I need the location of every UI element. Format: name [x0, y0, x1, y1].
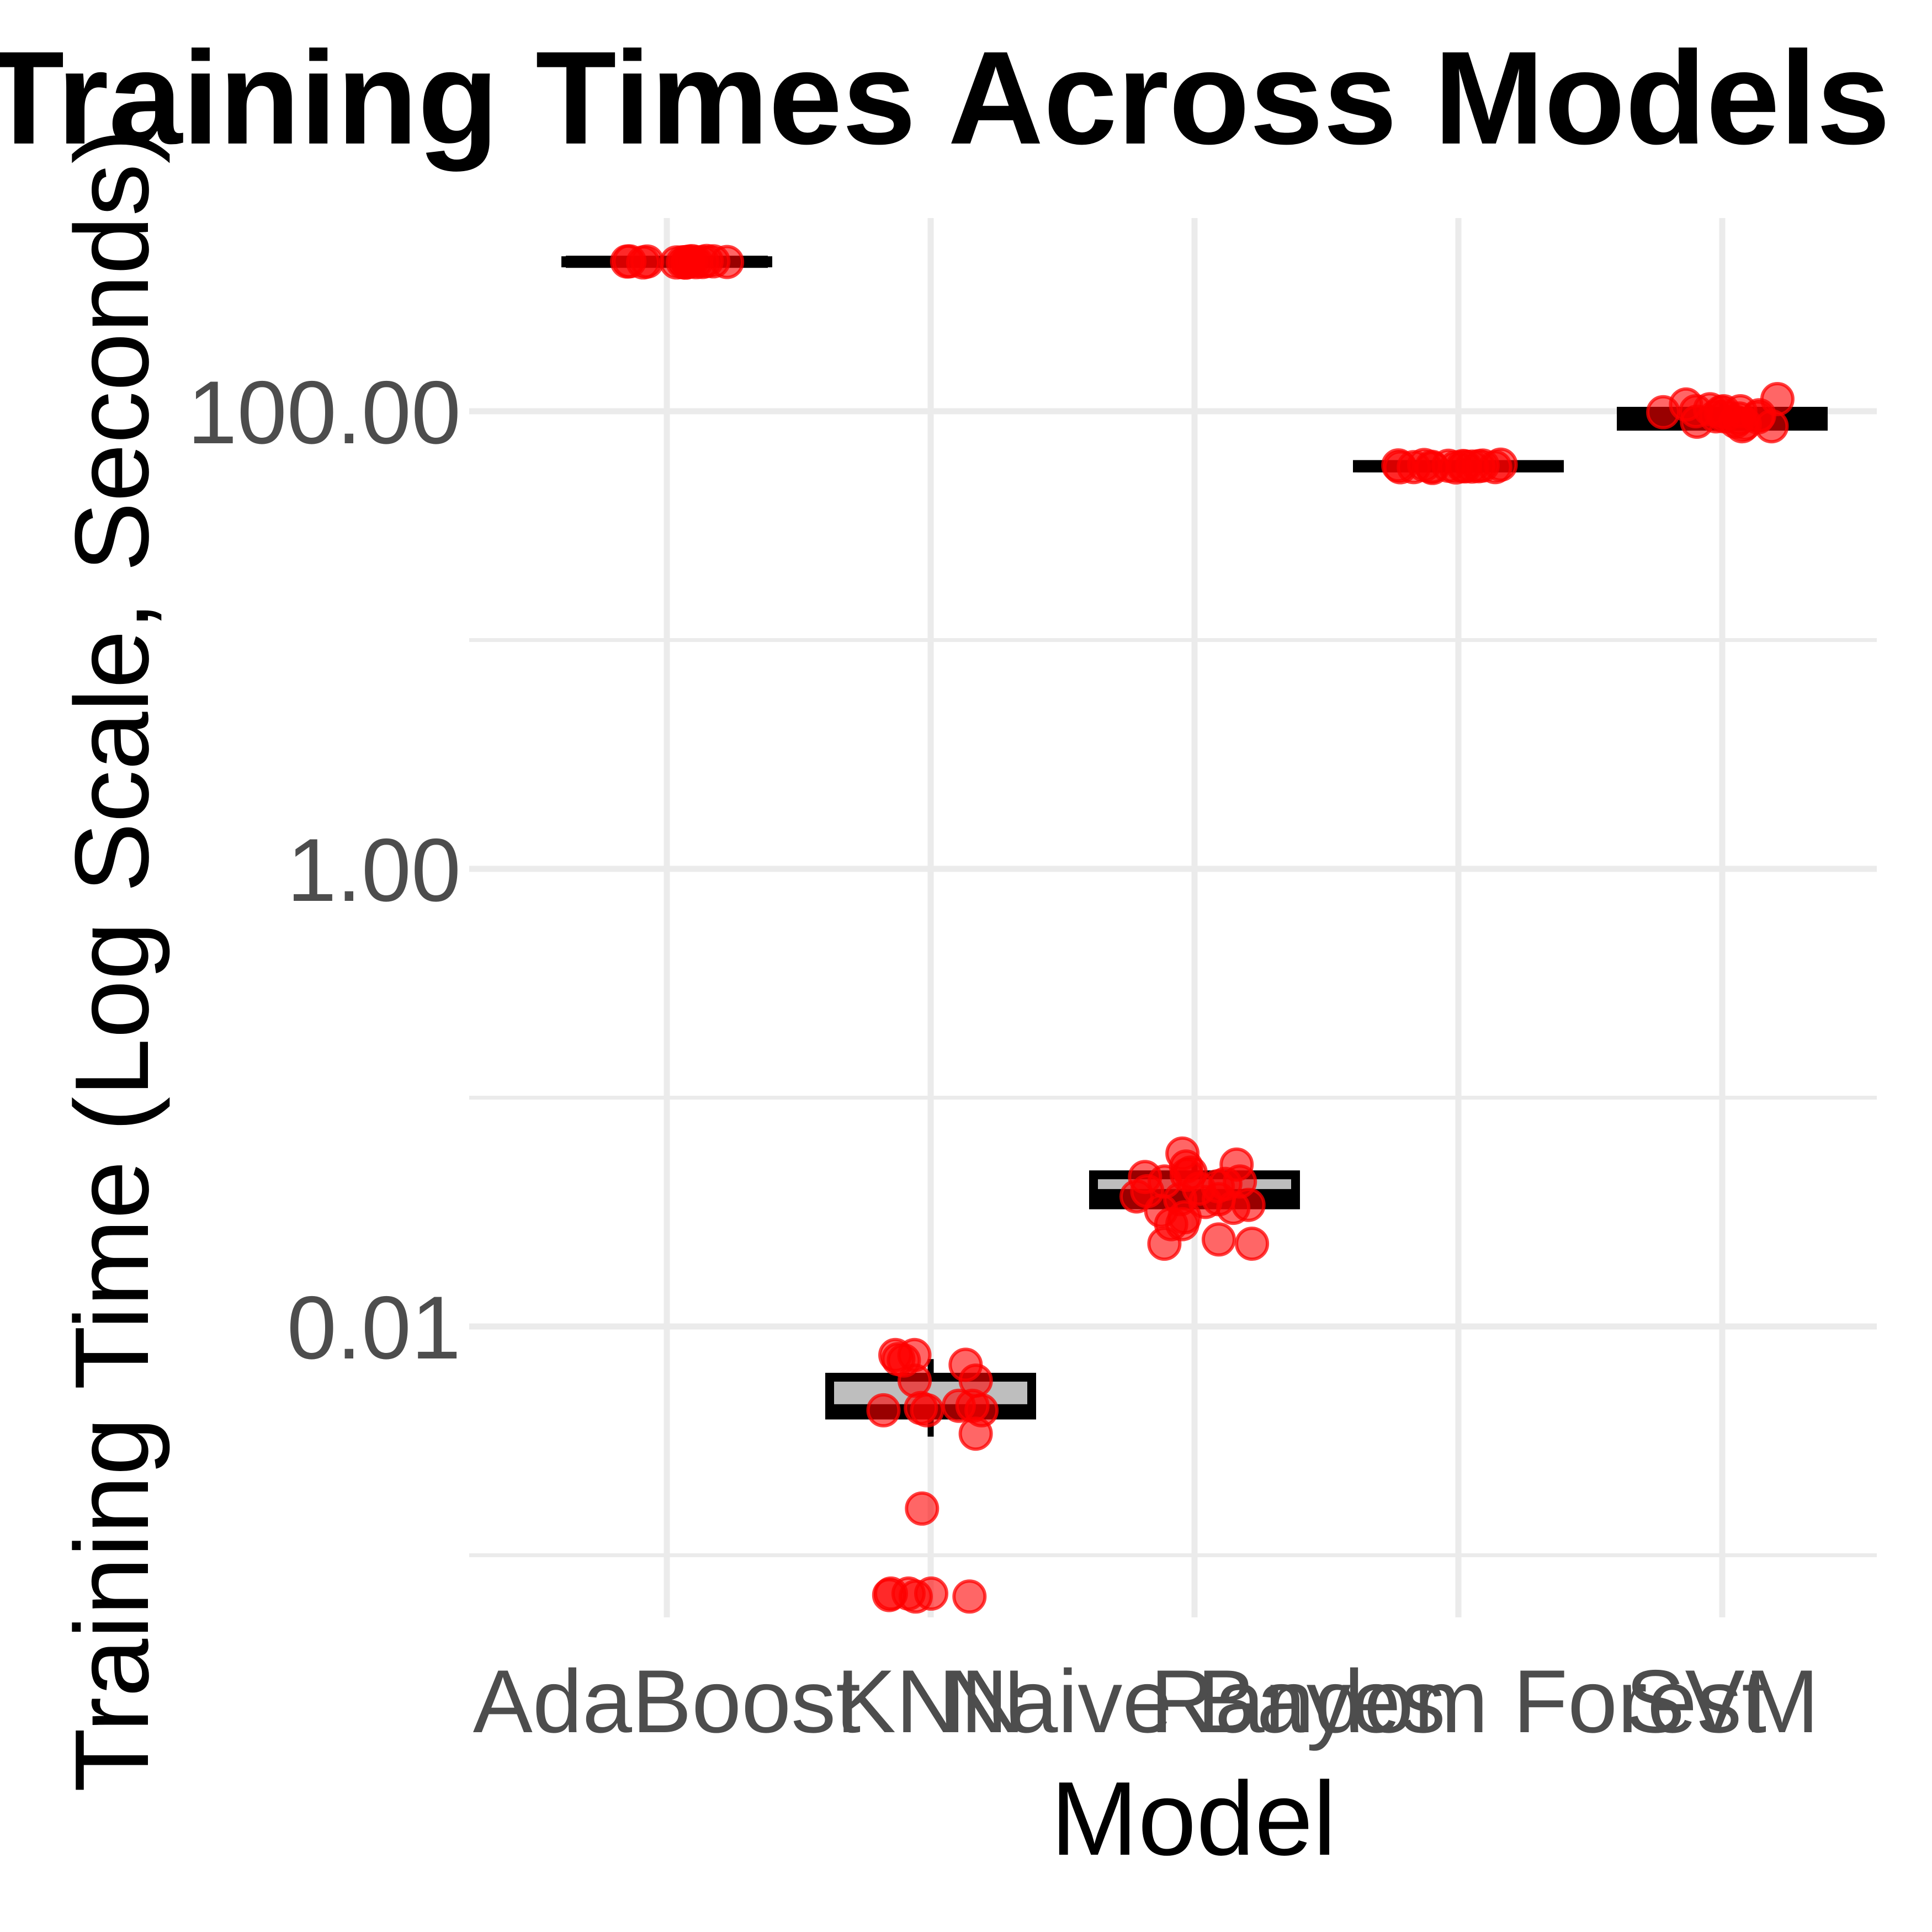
data-point — [1646, 395, 1681, 429]
data-point — [1740, 400, 1775, 435]
data-point — [904, 1390, 938, 1425]
x-axis-title: Model — [1050, 1760, 1336, 1877]
data-point — [905, 1491, 940, 1526]
data-point — [1231, 1187, 1266, 1222]
data-point — [659, 245, 694, 280]
x-tick-label: Naive Bayes — [943, 1652, 1445, 1751]
data-point — [866, 1393, 901, 1427]
y-tick-label: 0.01 — [287, 1278, 461, 1378]
x-tick-label: Random Forest — [1150, 1652, 1766, 1751]
data-point — [1235, 1227, 1270, 1261]
data-point — [958, 1416, 993, 1451]
data-point — [1147, 1227, 1182, 1261]
x-tick-label: SVM — [1625, 1652, 1819, 1751]
x-tick-label: AdaBoost — [473, 1652, 861, 1751]
y-tick-label: 100.00 — [188, 363, 461, 463]
y-tick-label: 1.00 — [287, 820, 461, 920]
data-point — [914, 1576, 948, 1611]
data-point — [1679, 394, 1713, 428]
data-point — [1201, 1222, 1236, 1257]
chart-title: Training Times Across Models (Log Scale) — [0, 24, 1932, 172]
data-point — [1167, 1200, 1202, 1235]
data-point — [1219, 1147, 1254, 1182]
point-layer — [610, 243, 1795, 1614]
x-tick-label: KNN — [836, 1652, 1025, 1751]
data-point — [1201, 1169, 1235, 1203]
data-point — [898, 1363, 932, 1398]
y-axis-title: Training Time (Log Scale, Seconds) — [54, 129, 171, 1792]
data-point — [1169, 1149, 1203, 1184]
data-point — [1447, 449, 1482, 484]
data-point — [1119, 1179, 1154, 1214]
data-point — [612, 244, 647, 279]
data-point — [952, 1579, 987, 1614]
grid-layer — [469, 218, 1877, 1617]
data-point — [1383, 450, 1418, 485]
